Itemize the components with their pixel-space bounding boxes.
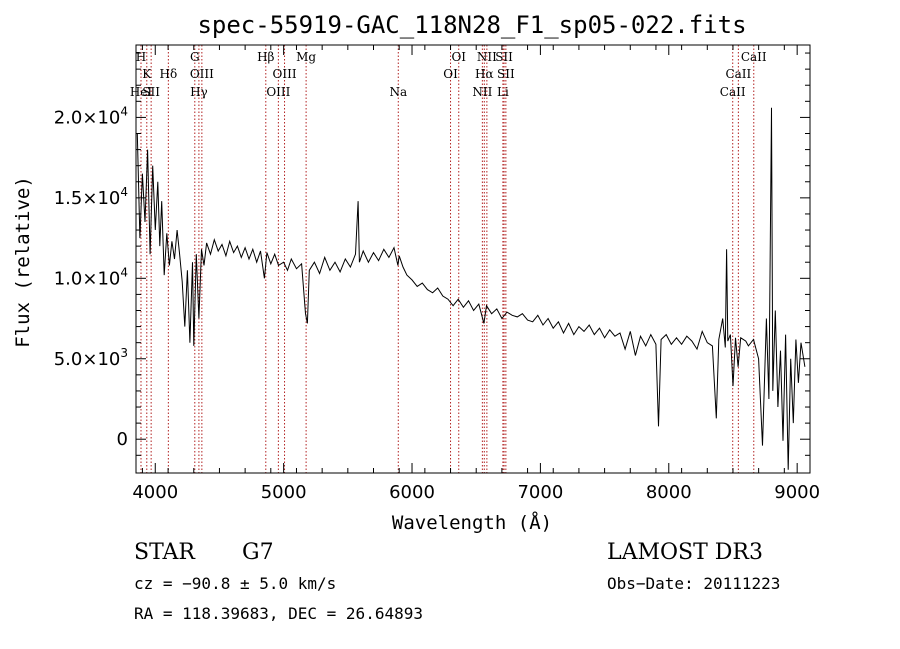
y-tick-label-3: 1.5×104 bbox=[54, 185, 128, 209]
y-tick-label-1: 5.0×103 bbox=[54, 346, 128, 370]
line-label-k-1: K bbox=[142, 67, 152, 81]
line-label-oiii-9: OIII bbox=[273, 67, 297, 81]
line-label-hδ-4: Hδ bbox=[160, 67, 178, 81]
y-axis-label: Flux (relative) bbox=[12, 176, 34, 348]
object-class: STAR bbox=[134, 540, 195, 565]
x-tick-label-5000: 5000 bbox=[261, 482, 307, 503]
line-label-oi-14: OI bbox=[443, 67, 458, 81]
line-label-oiii-6: OIII bbox=[190, 67, 214, 81]
x-tick-label-6000: 6000 bbox=[389, 482, 435, 503]
x-axis-ticks: 4000 5000 6000 7000 8000 9000 bbox=[132, 45, 820, 503]
spectral-line-markers bbox=[140, 45, 755, 473]
y-tick-label-4: 2.0×104 bbox=[54, 104, 128, 128]
line-label-oi-13: OI bbox=[451, 50, 466, 64]
x-tick-label-9000: 9000 bbox=[774, 482, 820, 503]
line-label-sii-18: SII bbox=[495, 50, 513, 64]
line-label-caii-21: CaII bbox=[741, 50, 767, 64]
x-tick-label-8000: 8000 bbox=[646, 482, 692, 503]
y-tick-label-2: 1.0×104 bbox=[54, 265, 128, 289]
line-label-nii-15: NII bbox=[477, 50, 497, 64]
y-axis-ticks: 0 5.0×103 1.0×104 1.5×104 2.0×104 bbox=[54, 52, 810, 456]
object-subclass: G7 bbox=[242, 540, 274, 565]
x-axis-label: Wavelength (Å) bbox=[392, 511, 552, 534]
line-label-oiii-10: OIII bbox=[266, 85, 290, 99]
line-label-na-12: Na bbox=[389, 85, 407, 99]
y-tick-label-0: 0 bbox=[117, 429, 128, 450]
spectrum-flux-line bbox=[136, 107, 806, 470]
line-label-hγ-7: Hγ bbox=[190, 85, 208, 99]
plot-frame bbox=[135, 44, 811, 474]
line-label-hei-2: HeI bbox=[130, 85, 153, 99]
coordinates: RA = 118.39683, DEC = 26.64893 bbox=[134, 604, 423, 623]
line-label-hα-16: Hα bbox=[475, 67, 494, 81]
line-label-caii-23: CaII bbox=[720, 85, 746, 99]
line-label-mg-11: Mg bbox=[296, 50, 316, 64]
redshift-velocity: cz = −90.8 ± 5.0 km/s bbox=[134, 574, 337, 593]
line-label-li-20: Li bbox=[497, 85, 509, 99]
survey-name: LAMOST DR3 bbox=[607, 540, 763, 565]
observation-date: Obs−Date: 20111223 bbox=[607, 574, 781, 593]
line-label-sii-3: SII bbox=[142, 85, 160, 99]
x-tick-label-4000: 4000 bbox=[132, 482, 178, 503]
line-label-hβ-8: Hβ bbox=[257, 50, 274, 64]
spectral-line-labels: HKHeISIIHδGOIIIHγHβOIIIOIIIMgNaOIOINIIHα… bbox=[130, 50, 767, 99]
x-tick-label-7000: 7000 bbox=[517, 482, 563, 503]
line-label-nii-17: NII bbox=[472, 85, 492, 99]
line-label-g-5: G bbox=[190, 50, 200, 64]
line-label-h-0: H bbox=[136, 50, 146, 64]
chart-title: spec-55919-GAC_118N28_F1_sp05-022.fits bbox=[197, 11, 746, 39]
line-label-caii-22: CaII bbox=[725, 67, 751, 81]
line-label-sii-19: SII bbox=[497, 67, 515, 81]
